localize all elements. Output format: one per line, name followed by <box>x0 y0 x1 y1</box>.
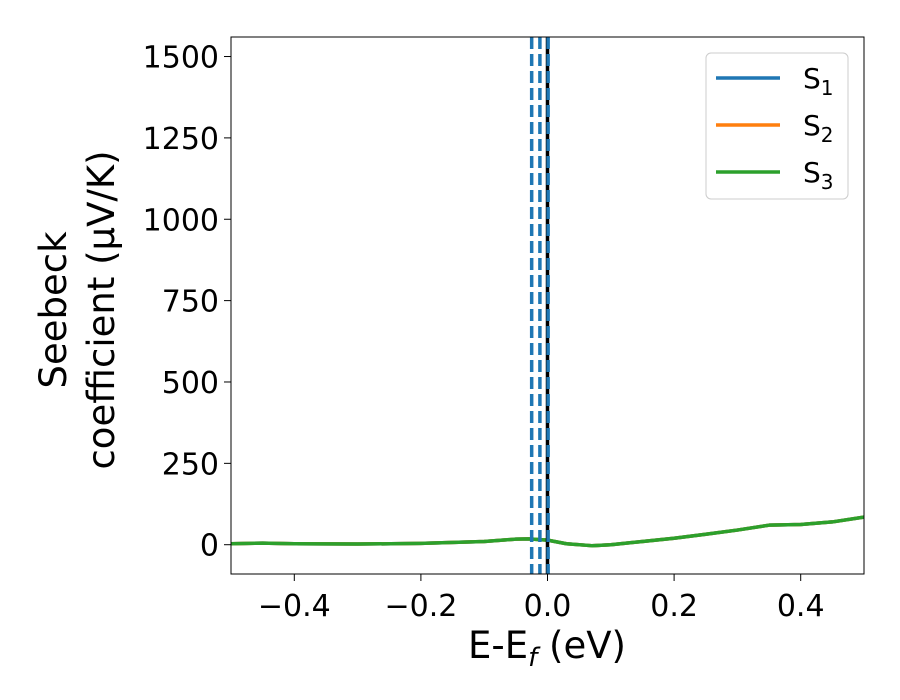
y-tick-label: 1500 <box>143 41 219 76</box>
y-tick-label: 1250 <box>143 122 219 157</box>
legend: S1 S2 S3 <box>705 52 849 200</box>
x-axis-label: E-Ef (eV) <box>468 624 626 673</box>
y-tick-label: 1000 <box>143 203 219 238</box>
y-tick-label: 500 <box>162 366 219 401</box>
x-tick-label: 0.0 <box>524 589 572 624</box>
x-tick-label: 0.4 <box>777 589 825 624</box>
y-axis-label-line2: coefficient (μV/K) <box>80 150 123 469</box>
legend-label-1: S1 <box>803 62 834 100</box>
x-tick-label: 0.2 <box>650 589 698 624</box>
y-axis-label-line1: Seebeck <box>32 231 75 389</box>
series-line-s3 <box>231 515 864 548</box>
legend-label-3: S3 <box>803 156 834 194</box>
legend-label-2: S2 <box>803 109 834 147</box>
y-axis: 0 250 500 750 1000 1250 1500 <box>143 41 231 564</box>
x-tick-label: −0.4 <box>258 589 331 624</box>
y-axis-label: Seebeck coefficient (μV/K) <box>32 150 123 469</box>
plot-data-layer <box>231 37 864 574</box>
x-tick-label: −0.2 <box>384 589 457 624</box>
x-axis: −0.4 −0.2 0.0 0.2 0.4 <box>258 574 825 624</box>
y-tick-label: 250 <box>162 447 219 482</box>
y-tick-label: 0 <box>200 529 219 564</box>
y-tick-label: 750 <box>162 285 219 320</box>
